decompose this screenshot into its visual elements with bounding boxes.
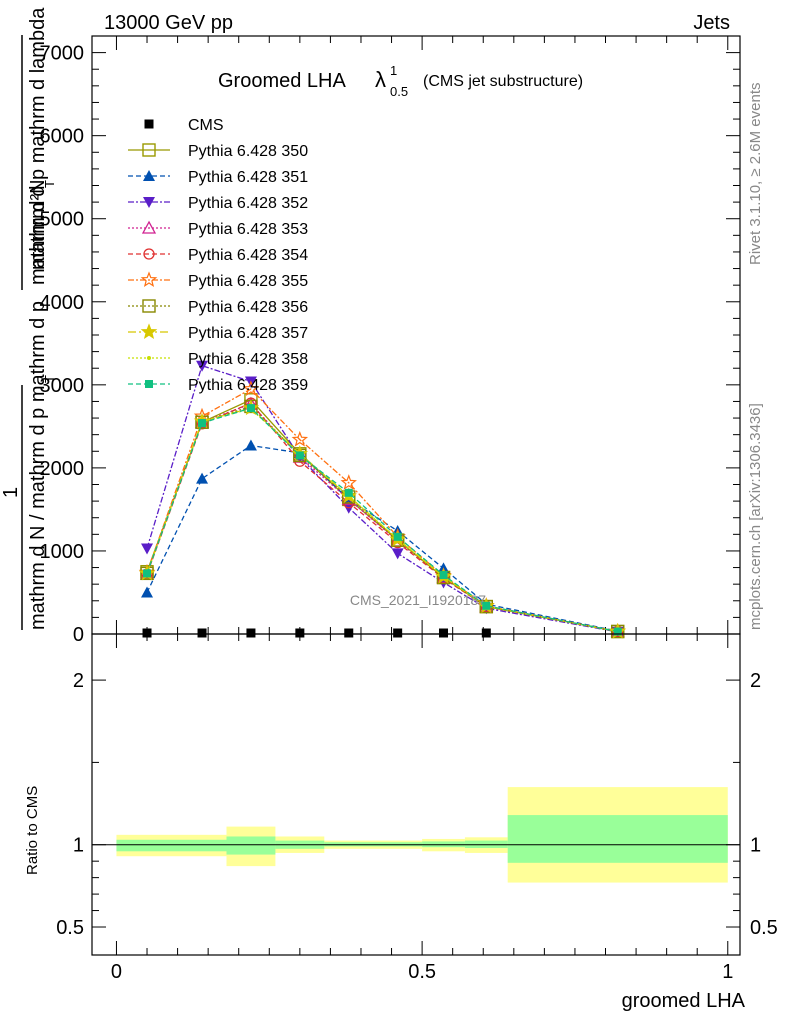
legend-marker-cms [144,119,154,129]
data-point [142,628,152,638]
legend-marker [142,299,156,313]
series-point [242,380,260,396]
legend-label: Pythia 6.428 356 [188,299,308,316]
ratio-y-tick-label-right: 1 [750,835,761,857]
data-point [481,628,491,638]
title-superscript: 1 [390,63,397,78]
x-tick-label: 0 [111,961,122,983]
series-point [198,419,207,428]
ratio-y-tick-label: 0.5 [56,917,84,939]
legend-marker [145,380,153,388]
legend-marker [142,143,156,157]
legend-marker [143,248,155,260]
title-lambda: λ [375,67,386,92]
plot-title: Groomed LHA λ 1 0.5 (CMS jet substructur… [218,63,583,99]
legend-label: Pythia 6.428 350 [188,143,308,160]
data-point [344,628,354,638]
main-y-tick-label: 1000 [40,541,85,563]
legend-label: Pythia 6.428 351 [188,169,308,186]
series-point [244,439,257,451]
main-plot: 0 1000 2000 3000 4000 5000 6000 7000 [40,35,741,646]
legend-marker [143,197,155,208]
legend-label: Pythia 6.428 354 [188,247,308,264]
legend-label: Pythia 6.428 359 [188,377,308,394]
series-point [439,571,448,580]
series-point [344,488,353,497]
ylabel-numerator-sub: T [42,180,57,188]
title-main: Groomed LHA [218,70,346,92]
ratio-band-inner-6 [507,815,728,863]
title-subscript: 0.5 [390,84,408,99]
series-point [391,548,404,560]
x-tick-label: 1 [722,961,733,983]
ratio-y-tick-label: 1 [73,835,84,857]
series-line [146,444,618,632]
series-point [143,569,152,578]
mcplots-label: mcplots.cern.ch [arXiv:1306.3436] [747,403,764,630]
legend-label: Pythia 6.428 357 [188,325,308,342]
legend-label: Pythia 6.428 353 [188,221,308,238]
main-y-tick-label: 0 [73,624,84,646]
ylabel-numerator-den: mathrm d p mathrm d lambda [27,7,49,270]
analysis-watermark: CMS_2021_I1920187 [350,592,486,608]
main-y-axis-label: mathrm d²N T mathrm d p mathrm d lambda … [0,7,57,630]
ylabel-denominator-sub: T [42,375,57,383]
header-energy-label: 13000 GeV pp [104,12,233,34]
main-y-tick-label: 6000 [40,126,85,148]
series-point [482,601,491,610]
main-y-tick-label: 4000 [40,292,85,314]
data-point [439,628,449,638]
main-y-tick-label: 3000 [40,375,85,397]
series-cms-data [142,628,491,638]
ratio-y-tick-label-right: 2 [750,670,761,692]
data-point [393,628,403,638]
legend-marker [143,170,155,181]
ylabel-one: 1 [0,487,22,498]
data-point [197,628,207,638]
series-point [141,586,154,598]
data-point [295,628,305,638]
ratio-band-inner-1 [226,836,276,855]
main-y-tick-label: 2000 [40,458,85,480]
ratio-band-inner-0 [116,839,227,852]
series-point [393,532,402,541]
legend-label-cms: CMS [188,117,224,134]
ratio-y-axis-label: Ratio to CMS [24,786,41,875]
series-359 [143,404,622,636]
ylabel-denominator: mathrm d N / mathrm d p mathrm d p [27,301,49,630]
ratio-plot: 0 0.5 1 0.5 0.5 1 1 2 2 [56,633,778,983]
series-point [291,430,309,447]
legend-marker [141,220,157,234]
legend-label: Pythia 6.428 352 [188,195,308,212]
x-tick-label: 0.5 [408,961,436,983]
legend-marker [140,271,158,288]
ratio-plot-frame [91,633,741,956]
x-axis-label: groomed LHA [622,990,746,1012]
ratio-y-tick-label-right: 0.5 [750,917,778,939]
legend-marker [140,323,158,340]
title-suffix: (CMS jet substructure) [423,73,583,90]
legend: CMS Pythia 6.428 350 Pythia 6.428 351 Pythi… [128,117,308,394]
ylabel-numerator: mathrm d²N [27,179,49,285]
data-point [246,628,256,638]
series-line [146,364,618,633]
series-point [340,474,357,490]
header-process-label: Jets [693,12,730,34]
series-point [196,360,209,372]
main-y-tick-label: 5000 [40,209,85,231]
ratio-y-tick-label: 2 [73,670,84,692]
series-point [196,472,209,484]
legend-label: Pythia 6.428 358 [188,351,308,368]
series-point [295,451,304,460]
legend-label: Pythia 6.428 355 [188,273,308,290]
rivet-version-label: Rivet 3.1.10, ≥ 2.6M events [747,83,764,266]
legend-marker [147,356,151,360]
series-point [613,627,622,636]
series-point [246,404,255,413]
series-point [141,543,154,555]
main-y-tick-label: 7000 [40,43,85,65]
